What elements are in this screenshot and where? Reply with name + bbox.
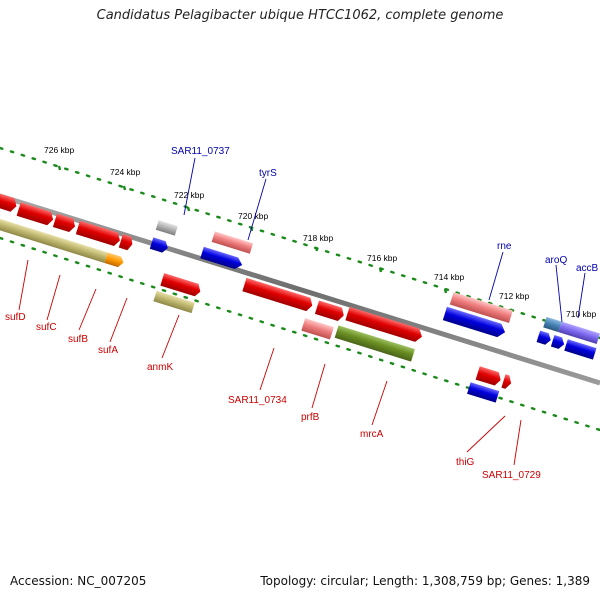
tick-label: 724 kbp	[110, 167, 141, 177]
cds-feature[interactable]	[153, 290, 195, 314]
cds-feature[interactable]	[242, 277, 314, 312]
cds-feature[interactable]	[501, 374, 513, 390]
accession-text: Accession: NC_007205	[10, 574, 147, 588]
cds-feature[interactable]	[442, 306, 507, 339]
gene-label[interactable]: anmK	[147, 362, 173, 373]
gene-label[interactable]: sufB	[68, 334, 88, 345]
cds-feature[interactable]	[155, 220, 178, 236]
cds-feature[interactable]	[211, 231, 254, 254]
cds-feature[interactable]	[0, 217, 108, 263]
gene-label[interactable]: SAR11_0729	[482, 470, 541, 481]
gene-label[interactable]: aroQ	[545, 255, 567, 266]
gene-label[interactable]: rne	[497, 241, 512, 252]
genome-summary-text: Topology: circular; Length: 1,308,759 bp…	[260, 574, 590, 588]
cds-feature[interactable]	[334, 325, 415, 362]
cds-feature[interactable]	[118, 234, 135, 251]
cds-feature[interactable]	[558, 321, 600, 345]
gene-label[interactable]: sufA	[98, 345, 118, 356]
gene-label[interactable]: tyrS	[259, 168, 277, 179]
tick-label: 716 kbp	[367, 253, 398, 263]
cds-feature[interactable]	[345, 306, 424, 344]
gene-label[interactable]: prfB	[301, 412, 320, 423]
cds-feature[interactable]	[75, 220, 122, 247]
tick-label: 720 kbp	[238, 211, 269, 221]
cds-feature[interactable]	[467, 382, 500, 403]
gene-label[interactable]: sufD	[5, 312, 26, 323]
gene-label[interactable]: mrcA	[360, 429, 384, 440]
cds-feature[interactable]	[160, 273, 202, 297]
cds-feature[interactable]	[104, 252, 125, 268]
tick-label: 712 kbp	[499, 291, 530, 301]
cds-feature[interactable]	[475, 366, 503, 387]
cds-feature[interactable]	[16, 202, 56, 226]
gene-label[interactable]: SAR11_0737	[171, 146, 230, 157]
cds-feature[interactable]	[564, 339, 597, 360]
gene-label[interactable]: accB	[576, 263, 599, 274]
cds-feature[interactable]	[543, 316, 562, 333]
cds-feature[interactable]	[449, 292, 513, 323]
cds-feature[interactable]	[536, 330, 553, 346]
cds-feature[interactable]	[550, 335, 566, 350]
cds-feature[interactable]	[52, 213, 77, 234]
map-title: Candidatus Pelagibacter ubique HTCC1062,…	[96, 8, 504, 23]
gc-track-inner	[0, 236, 600, 432]
tick-label: 726 kbp	[44, 145, 75, 155]
gene-label[interactable]: thiG	[456, 457, 475, 468]
tick-label: 718 kbp	[303, 233, 334, 243]
cds-feature[interactable]	[314, 300, 346, 322]
tick-label: 714 kbp	[434, 272, 465, 282]
cds-feature[interactable]	[301, 318, 334, 340]
cds-feature[interactable]	[0, 193, 19, 213]
tick-label: 710 kbp	[566, 309, 597, 319]
cds-feature[interactable]	[200, 246, 244, 271]
cds-feature[interactable]	[149, 237, 170, 254]
tick-label: 722 kbp	[174, 190, 205, 200]
gene-label[interactable]: SAR11_0734	[228, 395, 287, 406]
gc-track-outer	[0, 146, 600, 340]
gene-label[interactable]: sufC	[36, 322, 57, 333]
